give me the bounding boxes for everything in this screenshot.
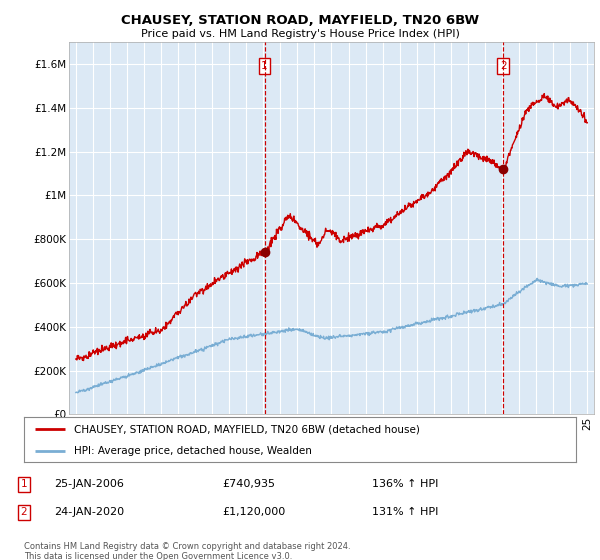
Text: 136% ↑ HPI: 136% ↑ HPI: [372, 479, 439, 489]
Text: £1,120,000: £1,120,000: [222, 507, 285, 517]
Text: 25-JAN-2006: 25-JAN-2006: [54, 479, 124, 489]
Text: 24-JAN-2020: 24-JAN-2020: [54, 507, 124, 517]
Text: £740,935: £740,935: [222, 479, 275, 489]
Text: Contains HM Land Registry data © Crown copyright and database right 2024.
This d: Contains HM Land Registry data © Crown c…: [24, 542, 350, 560]
Text: CHAUSEY, STATION ROAD, MAYFIELD, TN20 6BW: CHAUSEY, STATION ROAD, MAYFIELD, TN20 6B…: [121, 14, 479, 27]
Text: Price paid vs. HM Land Registry's House Price Index (HPI): Price paid vs. HM Land Registry's House …: [140, 29, 460, 39]
Text: 131% ↑ HPI: 131% ↑ HPI: [372, 507, 439, 517]
Text: HPI: Average price, detached house, Wealden: HPI: Average price, detached house, Weal…: [74, 446, 311, 456]
Text: 1: 1: [20, 479, 28, 489]
Text: CHAUSEY, STATION ROAD, MAYFIELD, TN20 6BW (detached house): CHAUSEY, STATION ROAD, MAYFIELD, TN20 6B…: [74, 424, 419, 435]
Text: 2: 2: [500, 61, 506, 71]
Text: 1: 1: [261, 61, 268, 71]
Text: 2: 2: [20, 507, 28, 517]
